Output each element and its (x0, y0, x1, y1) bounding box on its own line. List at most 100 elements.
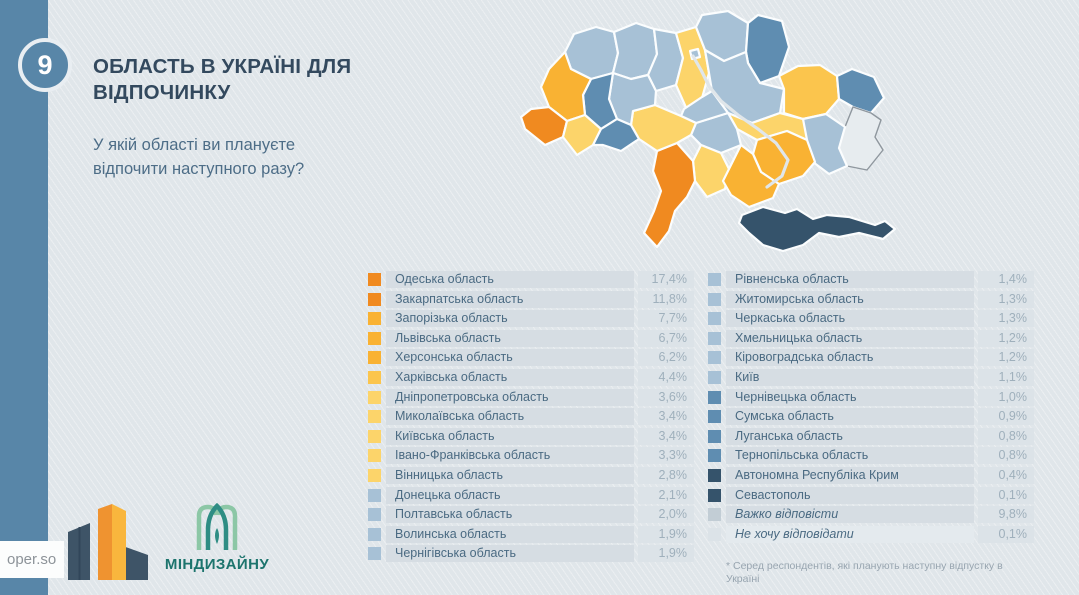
region-value: 3,3% (638, 447, 694, 465)
region-value: 3,4% (638, 427, 694, 445)
region-value: 3,6% (638, 388, 694, 406)
region-label: Полтавська область (386, 506, 634, 524)
region-label: Хмельницька область (726, 329, 974, 347)
region-label: Чернівецька область (726, 388, 974, 406)
tier-swatch (368, 429, 381, 443)
region-label: Черкаська область (726, 310, 974, 328)
region-label: Автономна Республіка Крим (726, 466, 974, 484)
region-label: Закарпатська область (386, 290, 634, 308)
list-item: Полтавська область 2,0% (368, 506, 694, 524)
page-title: ОБЛАСТЬ В УКРАЇНІ ДЛЯ ВІДПОЧИНКУ (93, 54, 352, 104)
tier-swatch (368, 351, 381, 365)
region-label: Кіровоградська область (726, 349, 974, 367)
list-item: Севастополь 0,1% (708, 486, 1034, 504)
list-item: Вінницька область 2,8% (368, 466, 694, 484)
region-label: Херсонська область (386, 349, 634, 367)
tier-swatch (368, 331, 381, 345)
tier-swatch (368, 410, 381, 424)
map-region-chernivtsi (591, 117, 641, 153)
tier-swatch (368, 273, 381, 286)
footnote: * Серед респондентів, які планують насту… (726, 559, 1003, 586)
map-region-kirovohrad (689, 111, 743, 155)
list-item: Дніпропетровська область 3,6% (368, 388, 694, 406)
region-label: Харківська область (386, 368, 634, 386)
list-item: Одеська область 17,4% (368, 271, 694, 288)
region-value: 0,9% (978, 408, 1034, 426)
region-label: Луганська область (726, 427, 974, 445)
map-region-odesa (642, 141, 697, 249)
sidebar-accent-bar (0, 0, 48, 595)
region-list-left: Одеська область 17,4% Закарпатська область… (368, 271, 694, 565)
region-label: Львівська область (386, 329, 634, 347)
list-item: Автономна Республіка Крим 0,4% (708, 466, 1034, 484)
region-value: 1,3% (978, 310, 1034, 328)
map-region-zakarpattia (519, 105, 569, 147)
region-value: 0,8% (978, 447, 1034, 465)
region-label: Київська область (386, 427, 634, 445)
list-item: Волинська область 1,9% (368, 525, 694, 543)
list-item: Чернівецька область 1,0% (708, 388, 1034, 406)
tier-swatch (708, 312, 721, 326)
region-label: Тернопільська область (726, 447, 974, 465)
slide-number-badge: 9 (18, 38, 72, 92)
region-value: 0,4% (978, 466, 1034, 484)
list-item: Закарпатська область 11,8% (368, 290, 694, 308)
tier-swatch (708, 449, 721, 463)
list-item: Кіровоградська область 1,2% (708, 349, 1034, 367)
region-value: 6,7% (638, 329, 694, 347)
region-value: 1,2% (978, 349, 1034, 367)
region-value: 2,0% (638, 506, 694, 524)
region-value: 2,1% (638, 486, 694, 504)
list-item: Львівська область 6,7% (368, 329, 694, 347)
region-label: Вінницька область (386, 466, 634, 484)
region-value: 9,8% (978, 506, 1034, 524)
tier-swatch (368, 390, 381, 404)
region-label: Дніпропетровська область (386, 388, 634, 406)
region-value: 3,4% (638, 408, 694, 426)
region-value: 1,4% (978, 271, 1034, 288)
region-label: Одеська область (386, 271, 634, 288)
list-item: Рівненська область 1,4% (708, 271, 1034, 288)
region-value: 0,1% (978, 525, 1034, 543)
region-value: 1,3% (978, 290, 1034, 308)
watermark-text: oper.so (7, 551, 57, 568)
tier-swatch (708, 331, 721, 345)
region-label: Чернігівська область (386, 545, 634, 563)
region-value: 0,1% (978, 486, 1034, 504)
map-region-luhansk (835, 67, 886, 115)
tier-swatch (708, 488, 721, 502)
list-item: Київська область 3,4% (368, 427, 694, 445)
region-label: Волинська область (386, 525, 634, 543)
region-value: 2,8% (638, 466, 694, 484)
tier-swatch (708, 468, 721, 482)
tier-swatch (708, 292, 721, 306)
region-label: Запорізька область (386, 310, 634, 328)
region-label: Не хочу відповідати (726, 525, 974, 543)
region-label: Миколаївська область (386, 408, 634, 426)
tier-swatch (368, 292, 381, 306)
buildings-logo-icon (68, 504, 148, 580)
map-region-lviv (539, 50, 593, 123)
list-item: Тернопільська область 0,8% (708, 447, 1034, 465)
list-item: Харківська область 4,4% (368, 368, 694, 386)
tier-swatch (368, 312, 381, 326)
tier-swatch (708, 410, 721, 424)
tier-swatch (368, 488, 381, 502)
list-item: Житомирська область 1,3% (708, 290, 1034, 308)
region-value: 1,9% (638, 545, 694, 563)
map-region-crimea (737, 205, 897, 253)
region-value: 0,8% (978, 427, 1034, 445)
watermark-band: oper.so (0, 541, 64, 578)
region-label: Житомирська область (726, 290, 974, 308)
tier-swatch (708, 390, 721, 404)
region-label: Івано-Франківська область (386, 447, 634, 465)
region-value: 1,2% (978, 329, 1034, 347)
slide-number: 9 (37, 50, 53, 80)
list-item: Не хочу відповідати 0,1% (708, 525, 1034, 543)
region-value: 7,7% (638, 310, 694, 328)
list-item: Донецька область 2,1% (368, 486, 694, 504)
list-item: Хмельницька область 1,2% (708, 329, 1034, 347)
survey-question: У якій області ви плануєте відпочити нас… (93, 135, 305, 178)
tier-swatch (368, 527, 381, 541)
